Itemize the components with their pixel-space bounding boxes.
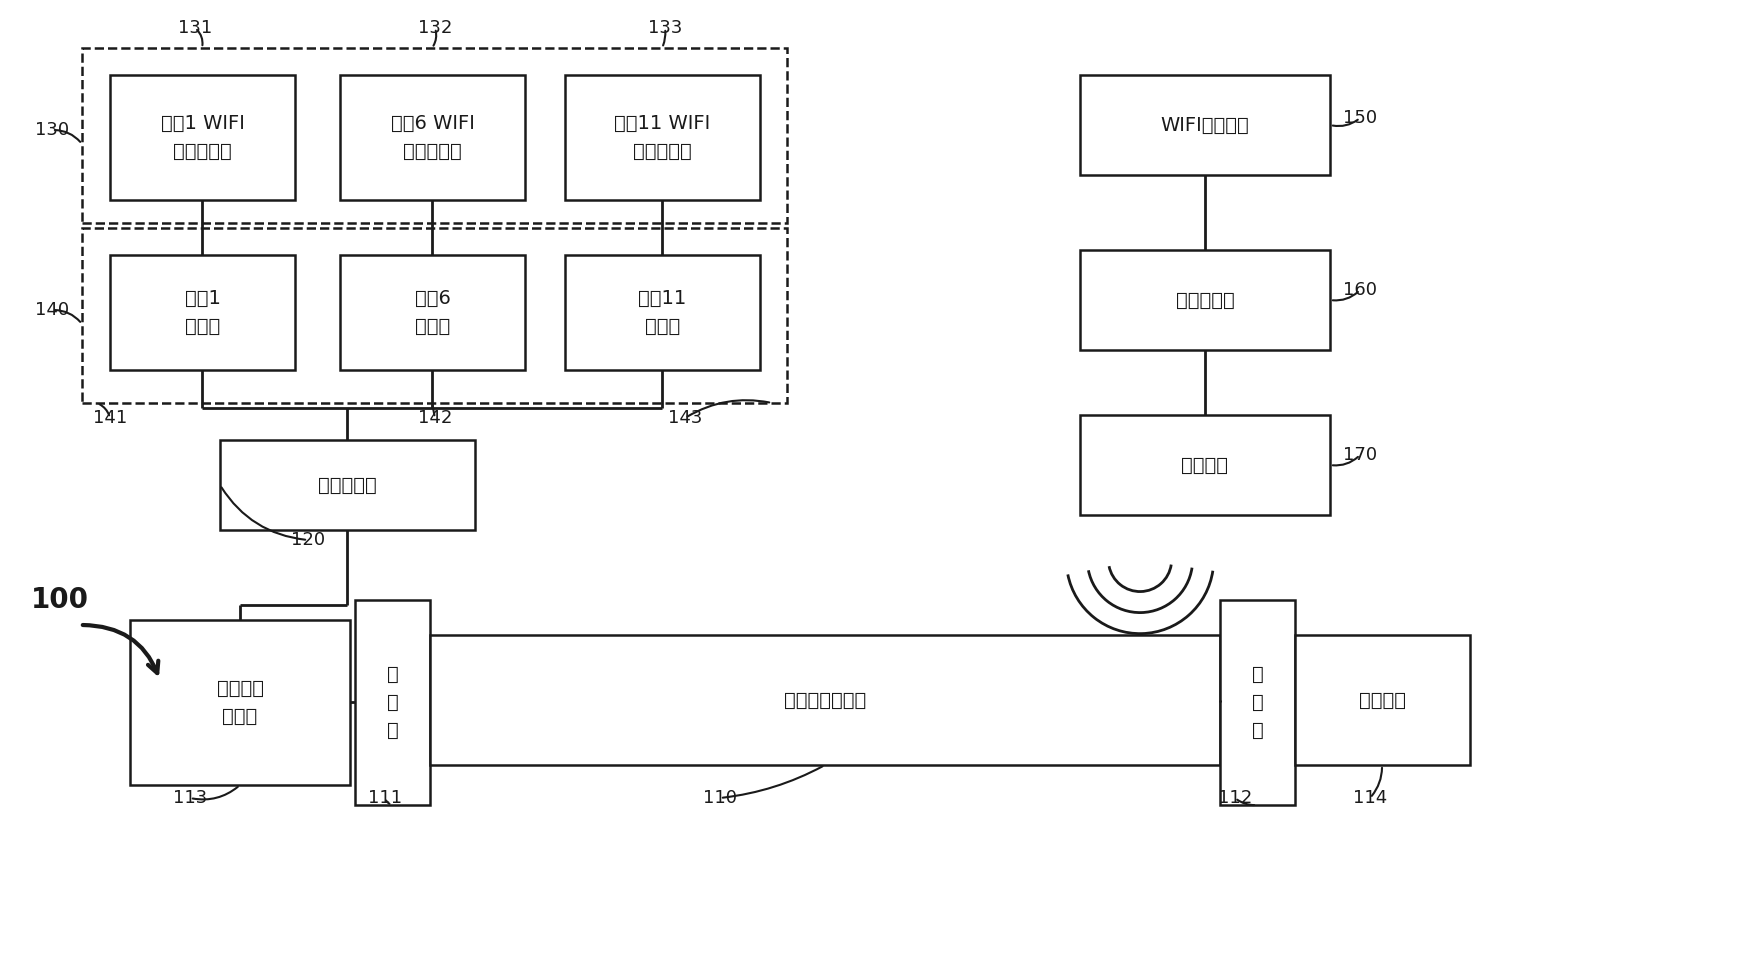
Text: 133: 133 [649, 19, 682, 37]
Text: 130: 130 [35, 121, 68, 139]
Text: 信道1
滤波器: 信道1 滤波器 [184, 289, 221, 336]
Text: 112: 112 [1218, 789, 1252, 807]
Bar [1080, 415, 1331, 515]
Text: 140: 140 [35, 301, 68, 319]
Text: 141: 141 [93, 409, 128, 427]
Text: 114: 114 [1353, 789, 1387, 807]
Bar [340, 75, 524, 200]
Text: 宽带合路器: 宽带合路器 [317, 476, 377, 494]
Text: 信道11
滤波器: 信道11 滤波器 [638, 289, 687, 336]
Text: 信道1 WIFI
接入点设备: 信道1 WIFI 接入点设备 [161, 114, 244, 161]
Text: 110: 110 [703, 789, 736, 807]
Text: 信道6
滤波器: 信道6 滤波器 [414, 289, 451, 336]
Bar [110, 255, 295, 370]
Text: 100: 100 [32, 586, 89, 614]
Bar [1080, 250, 1331, 350]
Text: 120: 120 [291, 531, 324, 549]
Bar [1295, 635, 1471, 765]
Text: 波导管传输媒质: 波导管传输媒质 [784, 690, 866, 710]
Bar [82, 48, 787, 223]
Text: 160: 160 [1343, 281, 1378, 299]
Text: 132: 132 [417, 19, 452, 37]
Text: 信道滤波器: 信道滤波器 [1176, 291, 1234, 309]
Bar [356, 600, 429, 805]
Text: 143: 143 [668, 409, 703, 427]
Bar [110, 75, 295, 200]
Text: 窄带天线: 窄带天线 [1182, 455, 1229, 475]
Text: WIFI用户设备: WIFI用户设备 [1160, 116, 1250, 135]
Text: 150: 150 [1343, 109, 1378, 127]
Bar [564, 255, 761, 370]
Text: 信道11 WIFI
接入点设备: 信道11 WIFI 接入点设备 [614, 114, 710, 161]
Text: 信道6 WIFI
接入点设备: 信道6 WIFI 接入点设备 [391, 114, 475, 161]
Text: 波导同轴
转换器: 波导同轴 转换器 [217, 679, 263, 726]
Text: 泄漏负载: 泄漏负载 [1359, 690, 1406, 710]
Text: 法
兰
盘: 法 兰 盘 [1252, 665, 1264, 740]
Text: 111: 111 [368, 789, 401, 807]
Text: 113: 113 [174, 789, 207, 807]
Text: 142: 142 [417, 409, 452, 427]
Bar [82, 228, 787, 403]
Text: 170: 170 [1343, 446, 1378, 464]
Bar [130, 620, 351, 785]
Bar [219, 440, 475, 530]
Bar [340, 255, 524, 370]
Bar [1080, 75, 1331, 175]
Text: 131: 131 [177, 19, 212, 37]
Bar [564, 75, 761, 200]
Bar [429, 635, 1220, 765]
Text: 法
兰
盘: 法 兰 盘 [387, 665, 398, 740]
Bar [1220, 600, 1295, 805]
